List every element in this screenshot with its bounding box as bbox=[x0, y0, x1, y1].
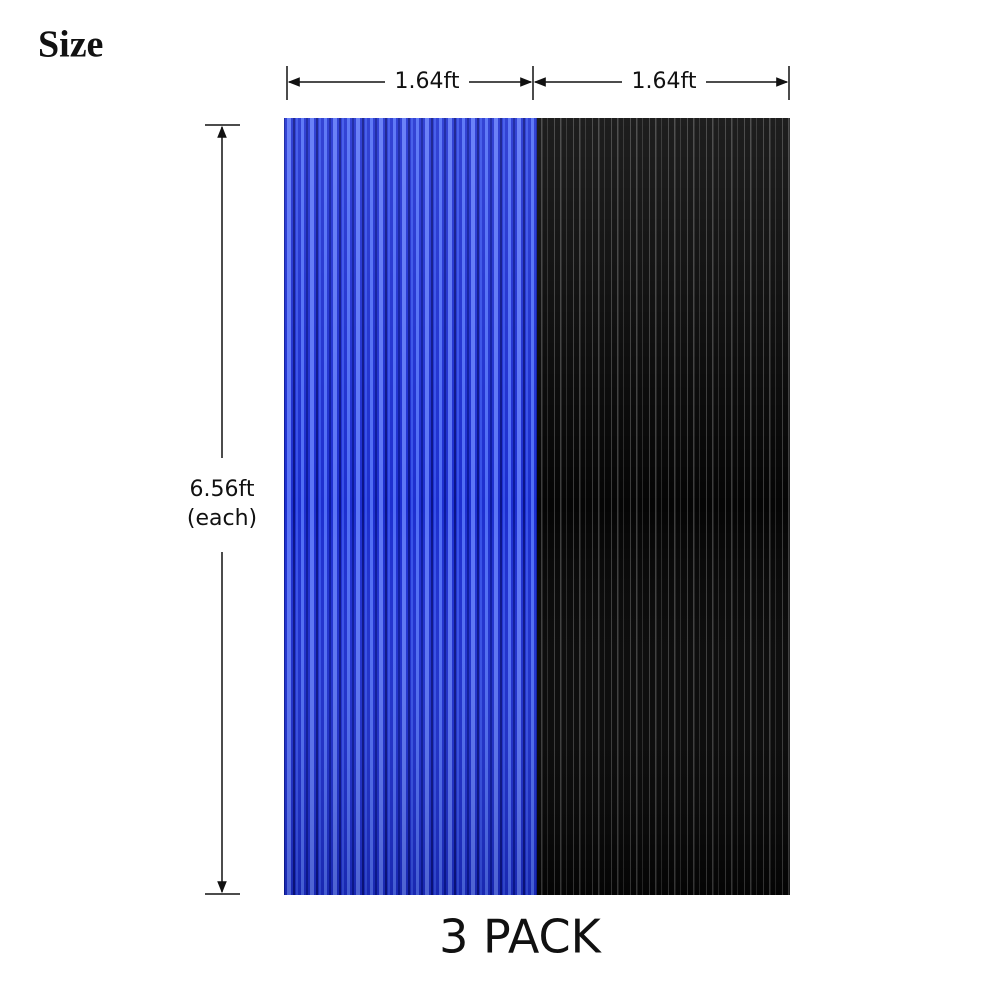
title: Size bbox=[38, 24, 103, 66]
width-label: 1.64ft bbox=[395, 69, 460, 94]
blue-curtain-shade bbox=[284, 118, 537, 895]
height-label: 6.56ft bbox=[190, 477, 255, 502]
height-dimension: 6.56ft (each) bbox=[187, 124, 257, 895]
curtains bbox=[284, 118, 790, 895]
width-dimensions: 1.64ft 1.64ft bbox=[286, 66, 790, 100]
black-curtain-shade bbox=[537, 118, 790, 895]
caption: 3 PACK bbox=[439, 910, 602, 964]
width-label: 1.64ft bbox=[632, 69, 697, 94]
height-note: (each) bbox=[187, 506, 257, 531]
